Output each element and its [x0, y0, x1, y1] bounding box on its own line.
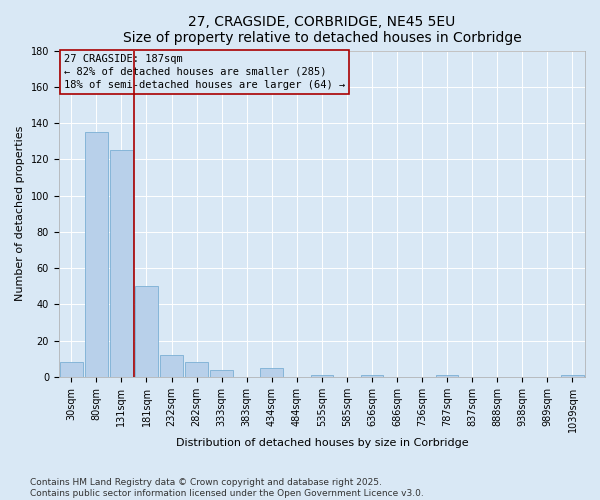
Bar: [85, 132, 107, 377]
Bar: [160, 355, 183, 377]
Bar: [361, 375, 383, 377]
Bar: [436, 375, 458, 377]
Bar: [185, 362, 208, 377]
Y-axis label: Number of detached properties: Number of detached properties: [15, 126, 25, 302]
Text: 27 CRAGSIDE: 187sqm
← 82% of detached houses are smaller (285)
18% of semi-detac: 27 CRAGSIDE: 187sqm ← 82% of detached ho…: [64, 54, 345, 90]
Bar: [110, 150, 133, 377]
X-axis label: Distribution of detached houses by size in Corbridge: Distribution of detached houses by size …: [176, 438, 468, 448]
Bar: [260, 368, 283, 377]
Bar: [135, 286, 158, 377]
Bar: [561, 375, 584, 377]
Bar: [60, 362, 83, 377]
Bar: [211, 370, 233, 377]
Title: 27, CRAGSIDE, CORBRIDGE, NE45 5EU
Size of property relative to detached houses i: 27, CRAGSIDE, CORBRIDGE, NE45 5EU Size o…: [122, 15, 521, 45]
Bar: [311, 375, 333, 377]
Text: Contains HM Land Registry data © Crown copyright and database right 2025.
Contai: Contains HM Land Registry data © Crown c…: [30, 478, 424, 498]
